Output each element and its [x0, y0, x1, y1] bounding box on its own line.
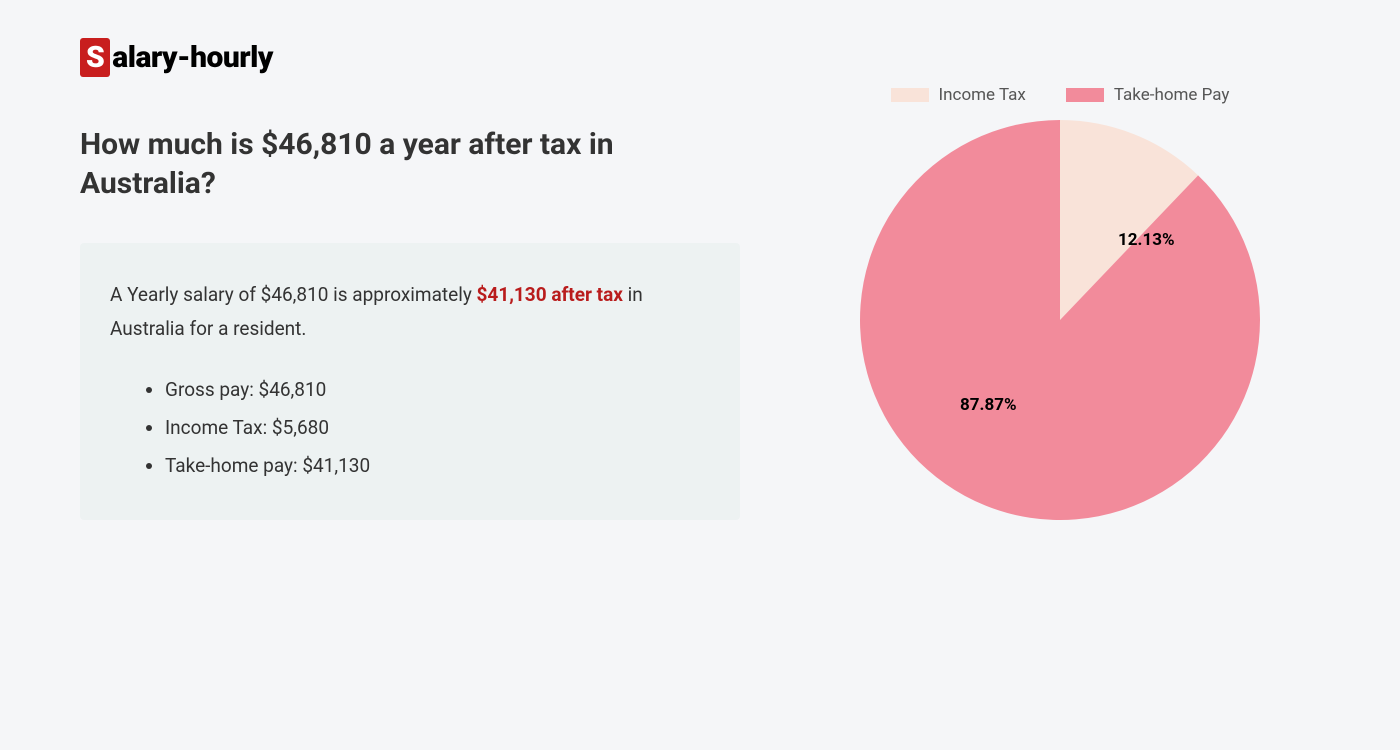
logo-icon: S: [80, 38, 110, 77]
legend-swatch: [1066, 88, 1104, 102]
legend-label: Income Tax: [939, 85, 1026, 105]
list-item: Take-home pay: $41,130: [165, 447, 710, 485]
pie-chart: 12.13% 87.87%: [860, 120, 1260, 520]
summary-highlight: $41,130 after tax: [477, 283, 623, 306]
details-list: Gross pay: $46,810 Income Tax: $5,680 Ta…: [110, 371, 710, 485]
legend-item-take-home: Take-home Pay: [1066, 85, 1230, 105]
chart-legend: Income Tax Take-home Pay: [891, 85, 1230, 105]
summary-text: A Yearly salary of $46,810 is approximat…: [110, 278, 710, 346]
right-panel: Income Tax Take-home Pay 12.13% 87.87%: [800, 40, 1320, 710]
legend-item-income-tax: Income Tax: [891, 85, 1026, 105]
pie-slice-label: 12.13%: [1118, 230, 1175, 250]
legend-swatch: [891, 88, 929, 102]
list-item: Income Tax: $5,680: [165, 409, 710, 447]
site-logo: Salary-hourly: [80, 40, 740, 75]
list-item: Gross pay: $46,810: [165, 371, 710, 409]
left-panel: Salary-hourly How much is $46,810 a year…: [80, 40, 800, 710]
legend-label: Take-home Pay: [1114, 85, 1230, 105]
pie-slice-label: 87.87%: [960, 395, 1017, 415]
info-box: A Yearly salary of $46,810 is approximat…: [80, 243, 740, 520]
pie-chart-svg: [860, 120, 1260, 520]
summary-prefix: A Yearly salary of $46,810 is approximat…: [110, 283, 477, 306]
page-title: How much is $46,810 a year after tax in …: [80, 125, 680, 203]
logo-text: alary-hourly: [112, 40, 273, 75]
